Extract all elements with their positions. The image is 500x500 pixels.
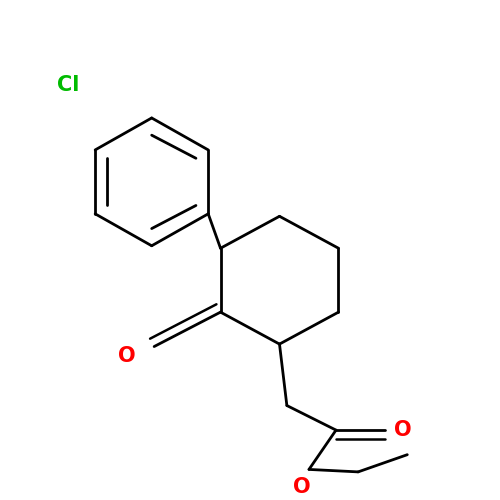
Text: O: O [394, 420, 411, 440]
Text: Cl: Cl [58, 74, 80, 94]
Text: O: O [293, 477, 310, 497]
Text: O: O [118, 346, 136, 366]
